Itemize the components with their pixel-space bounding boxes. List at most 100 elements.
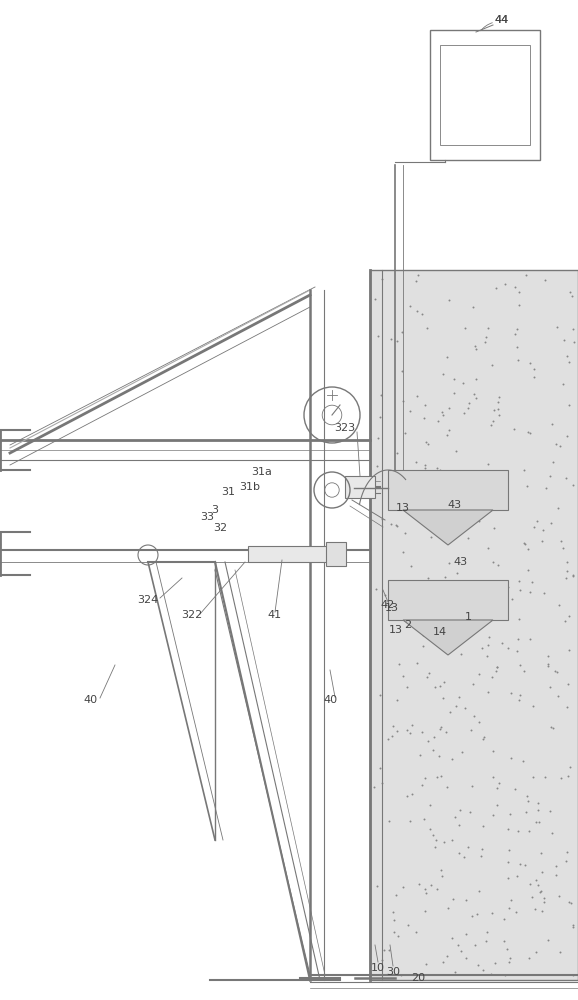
Point [407,786,417,802]
Point [439,407,448,423]
Point [416,575,425,591]
Text: 30: 30 [386,967,400,977]
Point [411,924,420,940]
Point [437,868,446,884]
Point [422,669,431,685]
Text: 40: 40 [83,695,97,705]
Point [492,659,502,675]
Point [457,744,466,760]
Point [405,813,414,829]
Point [544,656,553,672]
Point [565,397,574,413]
Point [536,883,546,899]
Point [503,870,513,886]
Point [449,525,458,541]
Point [520,462,529,478]
Point [438,404,447,420]
Point [569,568,578,584]
Point [376,687,385,703]
Point [547,515,556,531]
Point [420,485,429,501]
Point [526,425,535,441]
Point [421,881,430,897]
Point [521,804,531,820]
Text: 31: 31 [221,487,235,497]
Point [504,954,513,970]
Point [401,525,410,541]
Point [439,834,449,850]
Point [467,778,476,794]
Point [468,299,477,315]
Point [564,354,573,370]
Point [488,807,498,823]
Text: 323: 323 [335,423,355,433]
Point [465,395,474,411]
Point [541,769,550,785]
Point [377,952,387,968]
Point [477,841,487,857]
Point [478,962,487,978]
Point [481,329,491,345]
Point [491,280,501,296]
Text: 32: 32 [213,523,227,533]
Point [456,646,465,662]
Point [557,770,566,786]
Point [454,817,464,833]
Point [562,844,571,860]
Point [460,405,469,421]
Point [474,883,483,899]
Point [405,298,414,314]
Point [432,460,442,476]
Point [444,422,454,438]
Point [500,911,509,927]
Point [438,530,447,546]
Point [425,821,435,837]
Point [494,596,503,612]
Point [449,371,458,387]
Point [538,903,547,919]
Point [488,554,497,570]
Point [472,495,481,511]
Point [406,558,416,574]
Point [408,488,417,504]
Point [487,417,496,433]
Point [501,967,510,983]
Point [431,839,440,855]
Point [444,292,454,308]
Point [447,832,457,848]
Point [390,912,399,928]
Point [427,877,436,893]
Point [507,892,516,908]
Point [562,563,572,579]
Point [462,926,471,942]
Point [564,608,573,624]
Point [437,862,446,878]
Point [388,904,398,920]
Text: 43: 43 [448,500,462,510]
Point [417,724,427,740]
Point [494,401,503,417]
Point [429,729,439,745]
Point [530,519,539,535]
Point [436,721,445,737]
Point [370,291,380,307]
Point [449,483,458,499]
Point [554,597,564,613]
Point [418,306,427,322]
Point [397,324,406,340]
Point [454,689,464,705]
Point [399,544,408,560]
Point [395,486,404,502]
Point [423,570,432,586]
Point [513,823,523,839]
Point [547,416,557,432]
Point [531,872,540,888]
Point [460,700,469,716]
Point [413,655,422,671]
Point [555,944,565,960]
Point [445,704,454,720]
Point [384,813,394,829]
Point [426,529,435,545]
Point [474,957,483,973]
Point [537,864,546,880]
